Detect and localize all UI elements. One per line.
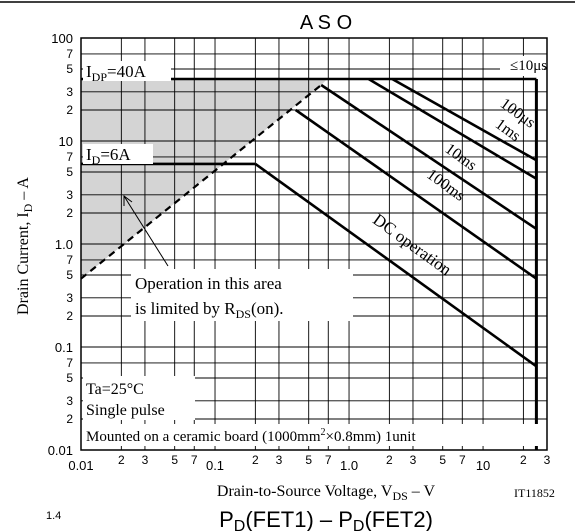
x-tick-label: 5 — [171, 453, 178, 467]
y-tick-label: 2 — [66, 206, 73, 220]
y-tick-label: 100 — [51, 31, 73, 46]
next-chart-tick: 1.4 — [46, 510, 61, 522]
y-tick-label: 10 — [59, 134, 73, 149]
y-tick-label: 5 — [66, 371, 73, 385]
curve-pw-100ms — [294, 108, 538, 280]
y-tick-label: 5 — [66, 165, 73, 179]
area-note-line1: Operation in this area — [135, 274, 282, 293]
area-note-bg — [131, 269, 353, 321]
y-tick-label: 7 — [66, 253, 73, 267]
x-tick-label: 1.0 — [340, 458, 358, 473]
y-tick-label: 7 — [66, 150, 73, 164]
annotation-arrow — [123, 195, 169, 267]
x-tick-label: 5 — [439, 453, 446, 467]
y-tick-label: 5 — [66, 62, 73, 76]
curve-pw-10us — [391, 77, 538, 162]
curve-pw-10ms — [320, 83, 538, 230]
x-tick-label: 3 — [142, 453, 149, 467]
condition-ta: Ta=25°C — [86, 381, 144, 398]
y-tick-label: 3 — [66, 394, 73, 408]
y-tick-label: 5 — [66, 268, 73, 282]
x-tick-label: 0.01 — [68, 458, 93, 473]
id-label-bg — [83, 144, 153, 164]
x-tick-label: 0.1 — [206, 458, 224, 473]
y-tick-label: 2 — [66, 309, 73, 323]
x-tick-label: 10 — [476, 458, 490, 473]
y-axis-label: Drain Current, ID – A — [15, 177, 35, 315]
board-note: Mounted on a ceramic board (1000mm2×0.8m… — [86, 427, 416, 445]
y-tick-label: 0.1 — [55, 340, 73, 355]
x-tick-label: 3 — [410, 453, 417, 467]
x-tick-label: 2 — [520, 453, 527, 467]
x-tick-label: 2 — [252, 453, 259, 467]
label-10us-bg — [500, 56, 544, 76]
condition-pulse: Single pulse — [86, 402, 165, 419]
chart-title: A S O — [300, 12, 352, 34]
x-tick-label: 7 — [459, 453, 466, 467]
x-tick-label: 3 — [276, 453, 283, 467]
label-10us: ≤10μs — [510, 58, 547, 74]
x-tick-label: 7 — [325, 453, 332, 467]
y-tick-label: 7 — [66, 47, 73, 61]
plot-frame — [80, 37, 548, 451]
conditions-bg — [83, 376, 195, 420]
x-tick-label: 2 — [386, 453, 393, 467]
x-axis-label: Drain-to-Source Voltage, VDS – V — [217, 483, 436, 503]
x-tick-label: 7 — [191, 453, 198, 467]
next-chart-title: PD(FET1) – PD(FET2) — [219, 507, 433, 531]
x-tick-label: 2 — [118, 453, 125, 467]
idp-annotation: IDP=40A — [86, 62, 147, 84]
y-tick-label: 2 — [66, 103, 73, 117]
x-tick-label: 3 — [544, 453, 551, 467]
y-tick-label: 3 — [66, 85, 73, 99]
curve-rds-on-limit — [80, 84, 322, 280]
x-tick-label: 5 — [305, 453, 312, 467]
y-tick-label: 7 — [66, 356, 73, 370]
curve-dc — [254, 162, 538, 368]
y-tick-label: 0.01 — [48, 443, 73, 458]
annotation-arrowhead — [123, 195, 133, 206]
y-tick-label: 2 — [66, 412, 73, 426]
id-annotation: ID=6A — [86, 145, 131, 167]
axis-ticks: 0.01 0.1 1.0 102 3 5 7 2 3 5 7 2 3 5 7 2 30.010.11.01010… — [48, 31, 551, 473]
idp-label-bg — [83, 61, 171, 81]
area-note-line2: is limited by RDS(on). — [135, 299, 284, 321]
y-tick-label: 3 — [66, 188, 73, 202]
soa-curves — [80, 56, 544, 450]
y-tick-label: 3 — [66, 291, 73, 305]
curve-pw-1ms — [367, 77, 538, 180]
board-note-bg — [83, 424, 541, 446]
y-tick-label: 1.0 — [55, 237, 73, 252]
figure-code: IT11852 — [514, 486, 555, 500]
